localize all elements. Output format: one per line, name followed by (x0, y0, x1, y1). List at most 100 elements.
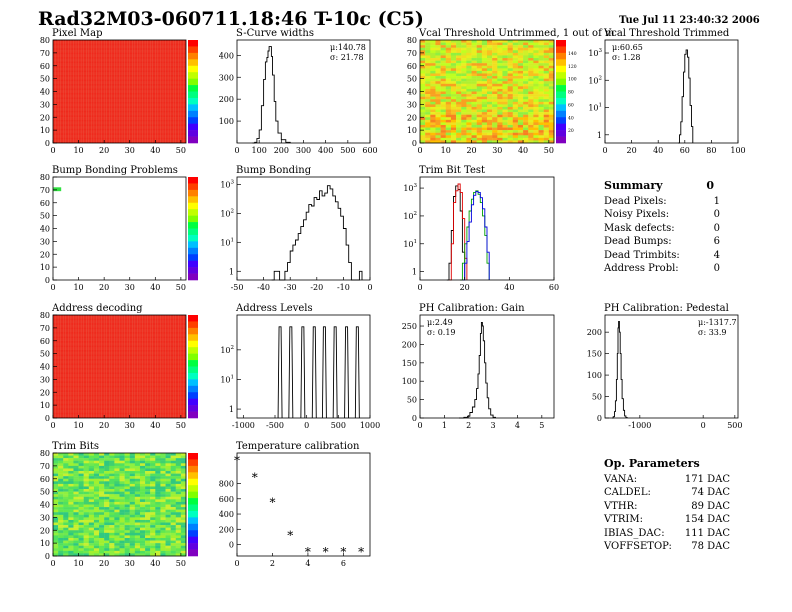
heatmap-cell (139, 525, 146, 528)
heatmap-cell (528, 114, 534, 118)
heatmap-cell (150, 543, 156, 546)
heatmap-cell (517, 94, 524, 97)
heatmap-cell (78, 514, 84, 518)
heatmap-cell (124, 517, 130, 521)
heatmap-cell (170, 525, 176, 528)
heatmap-cell (88, 486, 95, 490)
heatmap-cell (425, 99, 431, 102)
heatmap-cell (73, 453, 79, 456)
heatmap-cell (543, 63, 550, 66)
heatmap-cell (533, 52, 539, 56)
heatmap-cell (68, 504, 74, 508)
heatmap-cell (502, 45, 508, 48)
heatmap-cell (73, 455, 79, 459)
heatmap-cell (58, 455, 64, 459)
heatmap-cell (150, 471, 156, 474)
heatmap-cell (175, 519, 182, 523)
heatmap-cell (502, 73, 508, 77)
x-tick-label: -1000 (628, 421, 651, 430)
heatmap-cell (528, 52, 534, 56)
heatmap-cell (180, 540, 187, 544)
heatmap-cell (450, 78, 457, 82)
param-label: VANA: (604, 473, 638, 485)
heatmap-cell (538, 81, 544, 84)
heatmap-cell (145, 512, 151, 515)
heatmap-cell (93, 537, 100, 541)
heatmap-cell (450, 47, 457, 51)
heatmap-cell (533, 88, 539, 92)
heatmap-cell (430, 104, 436, 108)
x-tick-label: 100 (730, 146, 745, 155)
heatmap-cell (68, 489, 74, 492)
param-label: CALDEL: (604, 487, 651, 498)
heatmap-cell (160, 455, 166, 459)
heatmap-cell (160, 481, 166, 485)
heatmap-cell (129, 455, 136, 459)
heatmap-cell (461, 137, 467, 141)
heatmap-cell (129, 509, 136, 513)
heatmap-cell (461, 91, 467, 95)
heatmap-cell (134, 476, 141, 479)
heatmap-cell (456, 45, 462, 48)
heatmap-cell (543, 47, 550, 51)
heatmap-cell (99, 496, 105, 500)
heatmap-cell (435, 122, 441, 126)
heatmap-cell (420, 60, 426, 64)
heatmap-cell (139, 460, 146, 464)
heatmap-cell (114, 532, 120, 536)
heatmap-cell (445, 50, 452, 54)
heatmap-cell (420, 124, 426, 128)
heatmap-cell (507, 76, 513, 79)
heatmap-cell (124, 494, 130, 497)
heatmap-cell (497, 91, 503, 95)
heatmap-cell (492, 73, 498, 77)
palette-swatch (188, 273, 198, 281)
heatmap-cell (109, 486, 115, 490)
param-label: VOFFSETOP: (604, 541, 672, 552)
palette-swatch (188, 183, 198, 191)
heatmap-cell (114, 494, 120, 497)
heatmap-cell (78, 543, 84, 546)
heatmap-cell (507, 130, 513, 133)
x-tick-label: 40 (504, 283, 514, 292)
heatmap-cell (497, 60, 503, 64)
heatmap-cell (83, 525, 90, 528)
heatmap-cell (175, 465, 182, 469)
heatmap-cell (165, 483, 171, 487)
heatmap-cell (53, 491, 59, 495)
param-label: VTRIM: (604, 514, 643, 525)
heatmap-cell (445, 81, 452, 84)
y-tick-label: 40 (407, 88, 417, 97)
heatmap-cell (533, 117, 539, 121)
heatmap-cell (73, 491, 79, 495)
heatmap-cell (124, 525, 130, 528)
heatmap-cell (83, 514, 90, 518)
heatmap-cell (440, 70, 446, 74)
y-tick-label: 70 (40, 462, 50, 471)
heatmap-cell (476, 45, 483, 48)
heatmap-cell (134, 550, 141, 554)
heatmap-cell (175, 501, 182, 505)
heatmap-cell (543, 117, 550, 121)
heatmap-cell (445, 122, 452, 126)
heatmap-cell (53, 530, 59, 534)
palette-swatch (188, 498, 198, 505)
heatmap-cell (466, 50, 472, 54)
palette-swatch (188, 228, 198, 236)
heatmap-cell (53, 453, 59, 456)
heatmap-cell (476, 135, 483, 139)
palette-swatch (188, 347, 198, 354)
heatmap-cell (461, 65, 467, 69)
plot-frame (419, 314, 555, 419)
heatmap-cell (523, 47, 529, 51)
heatmap-cell (139, 486, 146, 490)
heatmap-cell (175, 530, 182, 534)
heatmap-cell (180, 501, 187, 505)
heatmap-cell (430, 88, 436, 92)
heatmap-cell (481, 101, 488, 105)
heatmap-cell (88, 537, 95, 541)
heatmap-cell (543, 99, 550, 102)
heatmap-cell (512, 83, 519, 87)
